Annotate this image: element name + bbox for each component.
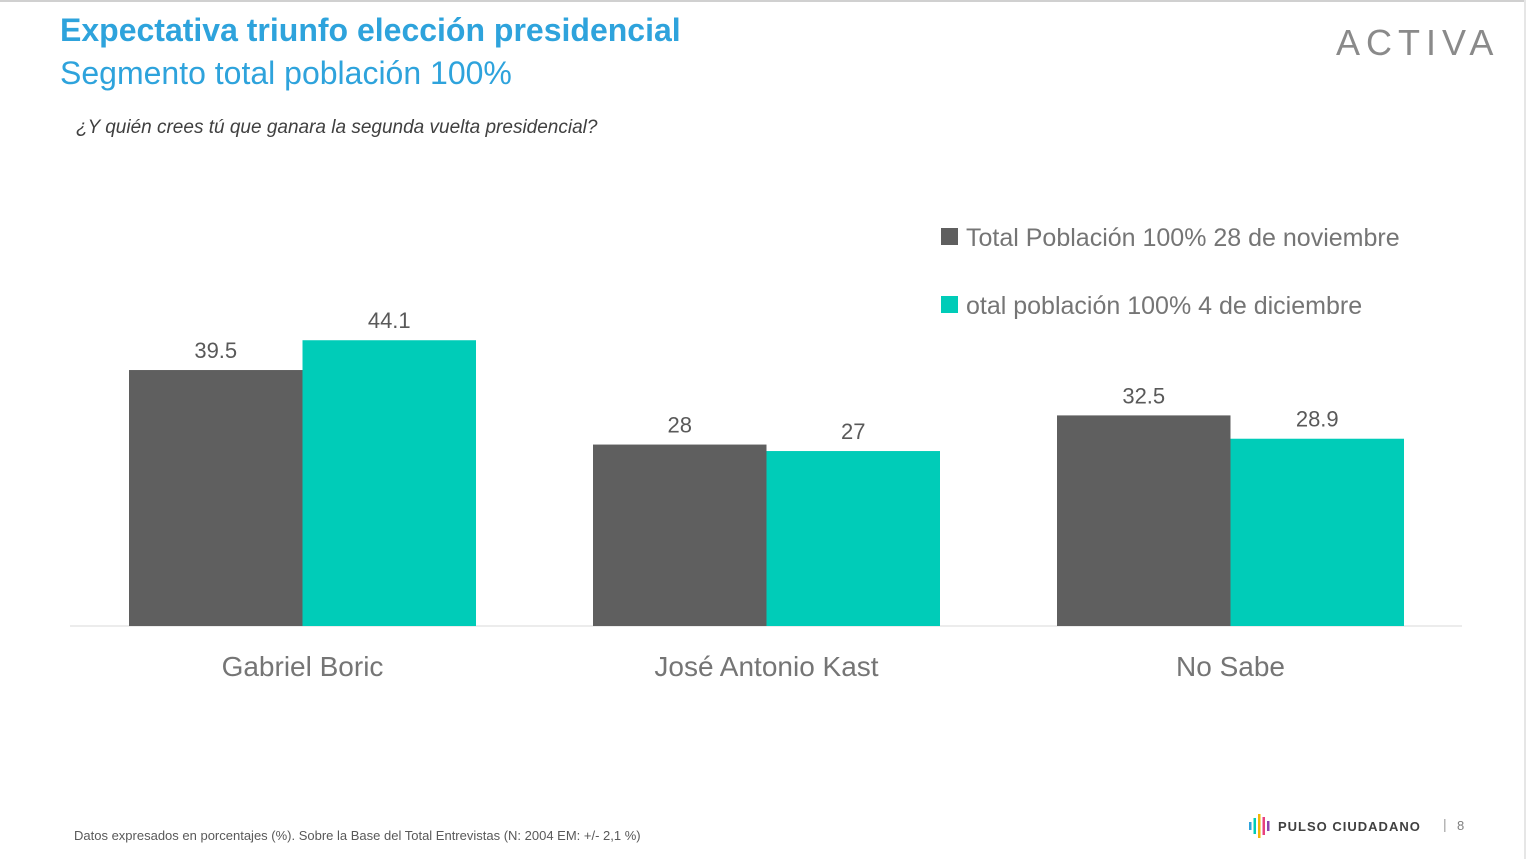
bar-2-2 — [766, 451, 940, 626]
legend-swatch-2 — [941, 296, 958, 313]
bar-2-3 — [1230, 438, 1404, 626]
survey-question: ¿Y quién crees tú que ganara la segunda … — [76, 117, 598, 138]
data-label-2-3: 28.9 — [1296, 407, 1339, 432]
top-border — [0, 0, 1526, 2]
data-label-2-2: 27 — [841, 419, 865, 444]
data-label-1-3: 32.5 — [1122, 383, 1165, 408]
category-label-2: José Antonio Kast — [654, 651, 878, 682]
legend-label-1: Total Población 100% 28 de noviembre — [966, 224, 1400, 252]
brand-name: PULSO CIUDADANO — [1278, 818, 1421, 834]
bar-1-1 — [129, 370, 303, 626]
bar-2-1 — [302, 340, 476, 626]
category-label-3: No Sabe — [1176, 651, 1285, 682]
pulso-ciudadano-icon — [1249, 814, 1270, 838]
activa-logo-text: ACTIVA — [1336, 22, 1500, 63]
page-number: 8 — [1457, 818, 1465, 833]
data-label-1-2: 28 — [668, 413, 692, 438]
pulso-ciudadano-brand: PULSO CIUDADANO — [1248, 812, 1421, 840]
bar-1-2 — [593, 444, 767, 626]
bar-1-3 — [1057, 415, 1231, 626]
data-label-2-1: 44.1 — [368, 308, 411, 333]
legend-label-2: otal población 100% 4 de diciembre — [966, 292, 1362, 320]
right-border — [1524, 0, 1526, 859]
category-label-1: Gabriel Boric — [222, 651, 384, 682]
footnote: Datos expresados en porcentajes (%). Sob… — [74, 828, 641, 843]
legend-swatch-1 — [941, 228, 958, 245]
page-subtitle: Segmento total población 100% — [60, 55, 512, 91]
activa-logo: ACTIVA — [1336, 20, 1506, 64]
page-separator: | — [1443, 816, 1447, 832]
page-title: Expectativa triunfo elección presidencia… — [60, 12, 681, 48]
data-label-1-1: 39.5 — [194, 338, 237, 363]
